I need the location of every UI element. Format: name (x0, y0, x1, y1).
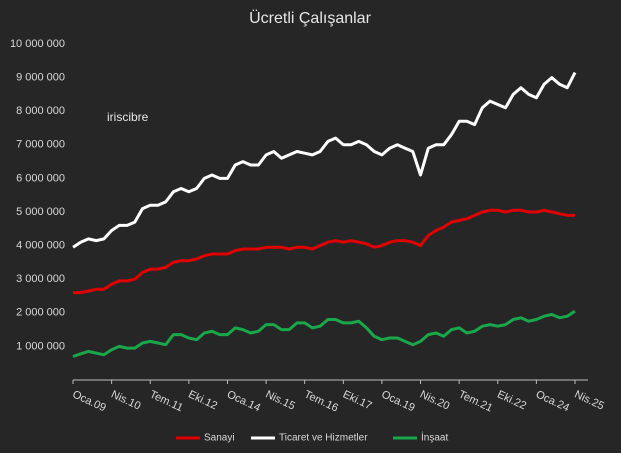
y-tick-label: 8 000 000 (16, 105, 65, 117)
y-tick-label: 4 000 000 (16, 240, 65, 252)
series-line (72, 309, 576, 358)
legend-label: İnşaat (421, 431, 448, 444)
annotation: iriscibre (107, 110, 149, 124)
legend-label: Sanayi (204, 433, 235, 444)
y-tick-label: 9 000 000 (16, 72, 65, 84)
chart-title: Ücretli Çalışanlar (249, 9, 371, 27)
y-tick-label: 6 000 000 (16, 172, 65, 184)
legend-label: Ticaret ve Hizmetler (279, 433, 368, 444)
series-line (72, 71, 577, 249)
y-tick-label: 10 000 000 (10, 38, 65, 50)
y-tick-label: 1 000 000 (16, 340, 65, 352)
series-line (73, 208, 575, 295)
y-tick-label: 7 000 000 (16, 139, 65, 151)
y-tick-label: 3 000 000 (16, 273, 65, 285)
y-tick-label: 2 000 000 (16, 307, 65, 319)
y-tick-label: 5 000 000 (16, 206, 65, 218)
